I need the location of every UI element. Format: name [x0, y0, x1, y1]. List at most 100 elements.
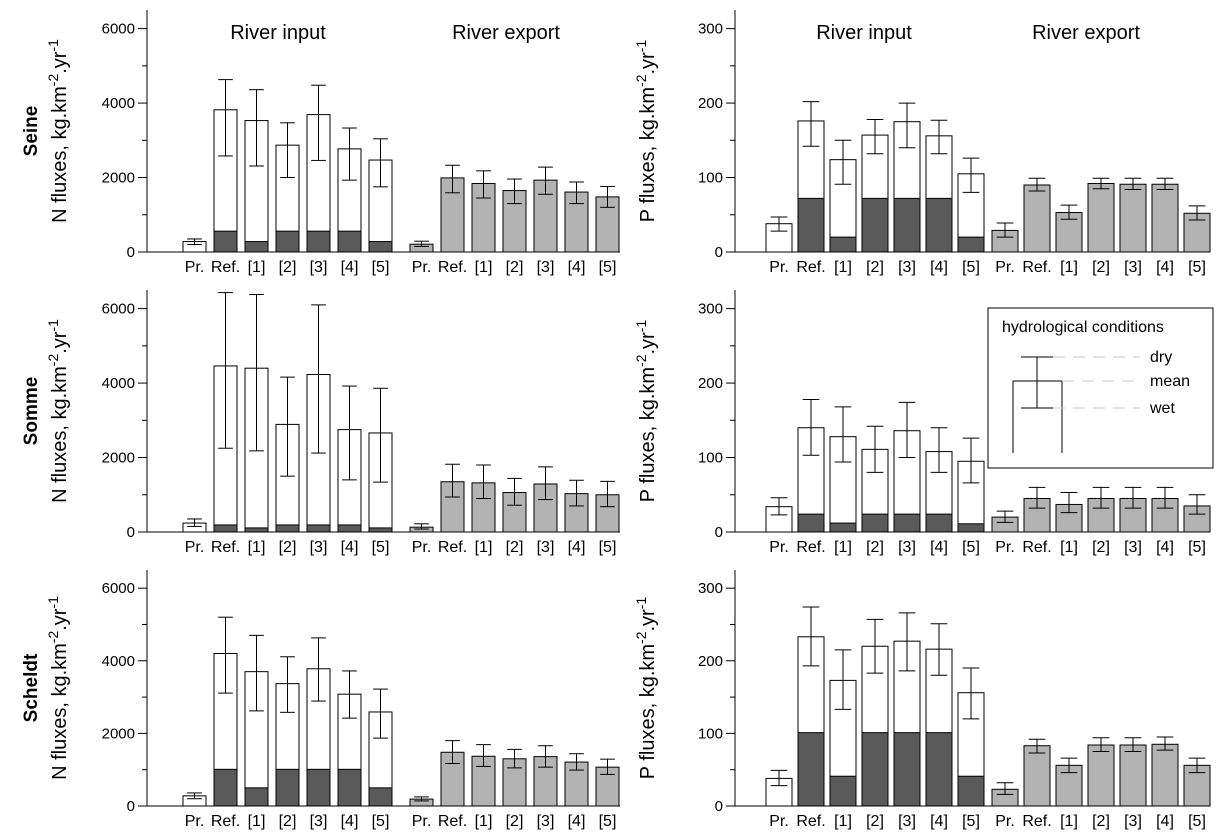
group-title: River export [1032, 22, 1140, 44]
category-label: Pr. [412, 259, 432, 276]
y-tick-label: 0 [715, 244, 723, 261]
y-tick-label: 0 [715, 798, 723, 815]
input-bar-dark-fraction [368, 241, 393, 253]
input-bar-dark-fraction [797, 197, 825, 253]
category-label: [4] [930, 539, 948, 556]
legend-title: hydrological conditions [1002, 319, 1164, 336]
input-bar-dark-fraction [861, 513, 889, 533]
input-bar-dark-fraction [797, 732, 825, 807]
category-label: [2] [866, 539, 884, 556]
category-label: [3] [898, 539, 916, 556]
category-label: Pr. [995, 539, 1015, 556]
category-label: [1] [834, 813, 852, 830]
category-label: [2] [866, 259, 884, 276]
category-label: Pr. [185, 813, 205, 830]
input-bar-dark-fraction [368, 527, 393, 533]
input-bar-dark-fraction [213, 524, 238, 533]
export-bar [1023, 184, 1051, 253]
y-axis-label: N fluxes, kg.km-2.yr-1 [45, 39, 71, 223]
y-axis-label-superscript: -1 [633, 320, 649, 333]
category-label: [1] [475, 813, 493, 830]
input-bar-dark-fraction [925, 197, 953, 253]
input-bar [829, 436, 857, 533]
category-label: Ref. [796, 813, 825, 830]
category-label: [5] [372, 259, 390, 276]
input-bar-dark-fraction [861, 197, 889, 253]
category-label: [1] [475, 259, 493, 276]
y-axis-label-text: P fluxes, kg.km [637, 367, 659, 502]
category-label: Pr. [412, 813, 432, 830]
category-label: [3] [1124, 813, 1142, 830]
input-bar-dark-fraction [925, 513, 953, 533]
y-axis-label-text: N fluxes, kg.km [49, 86, 71, 223]
category-label: [4] [1156, 259, 1174, 276]
panel-somme-p: 0 100 200 300 P fluxes, kg.km-2.yr-1 Pr. Ref. [… [633, 290, 1211, 556]
category-label: Pr. [995, 813, 1015, 830]
category-label: [3] [1124, 259, 1142, 276]
category-label: Pr. [995, 259, 1015, 276]
y-tick-label: 0 [127, 244, 135, 261]
category-label: [1] [1060, 259, 1078, 276]
y-axis-label-superscript: -1 [45, 596, 61, 609]
legend-item-mean: mean [1150, 373, 1190, 390]
y-axis-label-superscript: -1 [633, 597, 649, 610]
category-label: [3] [537, 539, 555, 556]
category-label: [5] [1188, 813, 1206, 830]
y-tick-label: 4000 [102, 653, 135, 670]
y-tick-label: 200 [698, 375, 723, 392]
input-bar-dark-fraction [957, 236, 985, 253]
group-title: River input [230, 22, 326, 44]
category-label: [5] [372, 539, 390, 556]
category-label: [5] [962, 813, 980, 830]
y-axis-label-text: P fluxes, kg.km [637, 644, 659, 779]
row-label: Scheldt [21, 653, 42, 722]
y-axis-label-text: .yr [637, 332, 659, 355]
category-label: [2] [279, 813, 297, 830]
input-bar-dark-fraction [368, 787, 393, 807]
input-bar-dark-fraction [861, 732, 889, 807]
y-tick-label: 4000 [102, 95, 135, 112]
input-bar-dark-fraction [306, 524, 331, 533]
category-label: [4] [568, 813, 586, 830]
category-label: [4] [568, 539, 586, 556]
category-label: Pr. [185, 259, 205, 276]
input-bar-dark-fraction [829, 775, 857, 807]
category-label: [5] [599, 813, 617, 830]
export-bar [1087, 744, 1115, 807]
input-bar-dark-fraction [829, 522, 857, 533]
input-bar-dark-fraction [797, 513, 825, 533]
category-label: [1] [1060, 813, 1078, 830]
y-tick-label: 0 [127, 798, 135, 815]
y-tick-label: 300 [698, 21, 723, 38]
category-label: [3] [310, 259, 328, 276]
y-axis-label-superscript: -2 [633, 631, 649, 644]
export-bar [1087, 182, 1115, 253]
category-label: [1] [248, 539, 266, 556]
category-label: Pr. [769, 813, 789, 830]
input-bar-dark-fraction [337, 230, 362, 253]
category-label: [5] [599, 539, 617, 556]
category-label: Pr. [769, 539, 789, 556]
y-tick-label: 100 [698, 170, 723, 187]
y-tick-label: 0 [127, 524, 135, 541]
panel-scheldt-p: 0 100 200 300 P fluxes, kg.km-2.yr-1 Pr. Ref. [… [633, 570, 1211, 830]
export-bar [1119, 744, 1147, 807]
y-axis-label-superscript: -2 [45, 74, 61, 87]
y-axis-label: P fluxes, kg.km-2.yr-1 [633, 597, 659, 780]
y-axis-label: N fluxes, kg.km-2.yr-1 [45, 319, 71, 503]
input-bar-dark-fraction [306, 768, 331, 807]
category-label: [4] [1156, 813, 1174, 830]
category-label: Pr. [769, 259, 789, 276]
input-bar-dark-fraction [337, 768, 362, 807]
y-tick-label: 2000 [102, 170, 135, 187]
export-bar [1151, 743, 1179, 807]
input-bar-dark-fraction [213, 768, 238, 807]
y-tick-label: 300 [698, 301, 723, 318]
category-label: Ref. [211, 539, 240, 556]
category-label: [5] [962, 539, 980, 556]
y-axis-label-superscript: -1 [45, 319, 61, 332]
category-label: Ref. [211, 813, 240, 830]
y-axis-label-superscript: -2 [633, 354, 649, 367]
